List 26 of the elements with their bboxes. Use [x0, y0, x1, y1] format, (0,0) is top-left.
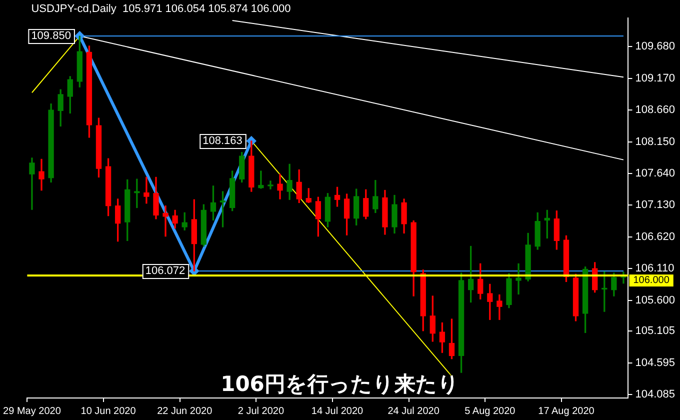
y-tick-label: 108.150 [635, 136, 676, 148]
annotation: 108.163 [202, 134, 242, 147]
y-tick-label: 105.105 [635, 325, 676, 338]
x-tick-label: 10 Jun 2020 [80, 406, 136, 417]
y-tick-label: 104.595 [635, 356, 676, 369]
x-tick-label: 29 May 2020 [3, 406, 62, 417]
y-tick-label: 107.640 [635, 168, 676, 180]
x-tick-label: 14 Jul 2020 [311, 406, 364, 417]
x-tick-label: 17 Aug 2020 [538, 406, 595, 417]
x-tick-label: 5 Aug 2020 [464, 406, 516, 417]
annotation: 106円を行ったり来たり [220, 371, 460, 398]
ref-line-label: 106.000 [633, 275, 670, 286]
chart-title: USDJPY-cd,Daily 105.971 106.054 105.874 106.000 [31, 3, 291, 16]
y-tick-label: 105.600 [635, 294, 676, 306]
annotation: 109.850 [31, 30, 71, 42]
y-tick-label: 108.660 [635, 104, 676, 116]
y-tick-label: 107.130 [635, 199, 676, 212]
y-tick-label: 109.680 [635, 40, 676, 53]
x-tick-label: 24 Jul 2020 [388, 406, 440, 417]
x-tick-label: 2 Jul 2020 [238, 406, 284, 417]
x-tick-label: 22 Jun 2020 [157, 406, 213, 417]
y-tick-label: 106.110 [635, 262, 674, 275]
annotation: 106.072 [145, 265, 186, 278]
y-tick-label: 109.170 [635, 72, 676, 84]
y-tick-label: 106.620 [635, 230, 676, 243]
y-tick-label: 104.085 [635, 388, 676, 401]
